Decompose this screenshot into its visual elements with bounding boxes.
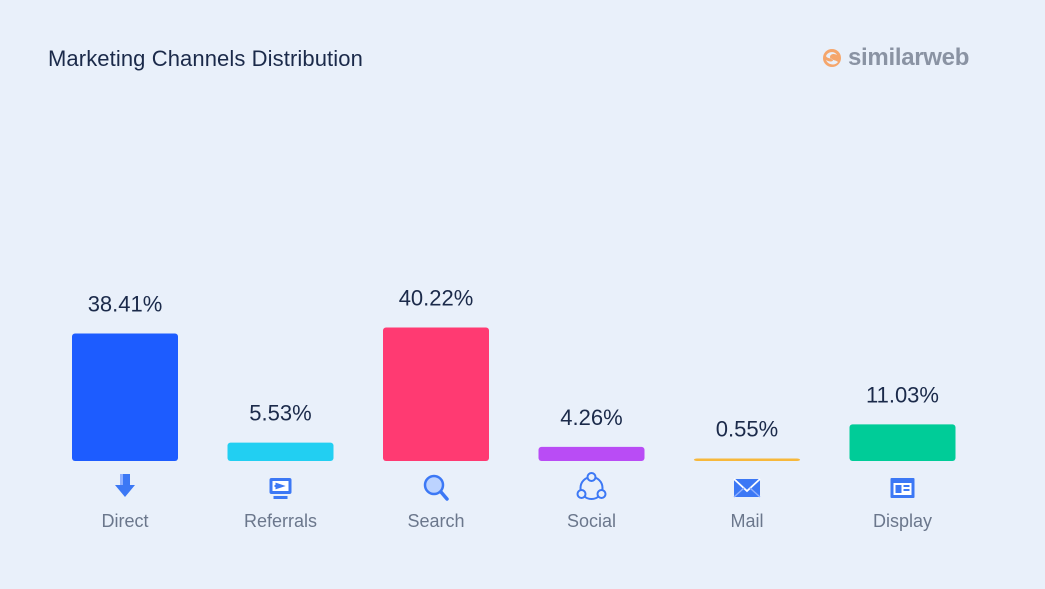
- bar-referrals: [227, 442, 334, 461]
- category-label-direct: Direct: [101, 511, 148, 531]
- bar-direct: [72, 333, 178, 461]
- category-label-referrals: Referrals: [244, 511, 317, 531]
- value-label-mail: 0.55%: [716, 417, 778, 442]
- brand-name: similarweb: [848, 44, 970, 71]
- category-label-mail: Mail: [730, 511, 763, 531]
- page-title: Marketing Channels Distribution: [48, 46, 363, 71]
- mail-envelope-icon: [733, 478, 761, 498]
- value-label-search: 40.22%: [399, 285, 474, 310]
- similarweb-logo-icon: [823, 49, 841, 67]
- bar-search: [383, 327, 489, 461]
- category-label-display: Display: [873, 511, 932, 531]
- display-window-icon: [890, 478, 915, 498]
- bar-social: [538, 446, 645, 461]
- value-label-direct: 38.41%: [88, 291, 163, 316]
- category-label-search: Search: [407, 511, 464, 531]
- value-label-referrals: 5.53%: [249, 401, 311, 426]
- search-magnifier-icon: [423, 474, 449, 501]
- value-label-display: 11.03%: [866, 382, 939, 407]
- social-network-icon: [576, 472, 607, 500]
- similarweb-logo: similarweb: [822, 44, 969, 72]
- bar-mail: [694, 458, 800, 461]
- bar-display: [849, 424, 956, 461]
- direct-arrow-icon: [115, 474, 135, 497]
- referrals-monitor-icon: [269, 478, 292, 499]
- category-label-social: Social: [567, 511, 616, 531]
- value-label-social: 4.26%: [560, 405, 622, 430]
